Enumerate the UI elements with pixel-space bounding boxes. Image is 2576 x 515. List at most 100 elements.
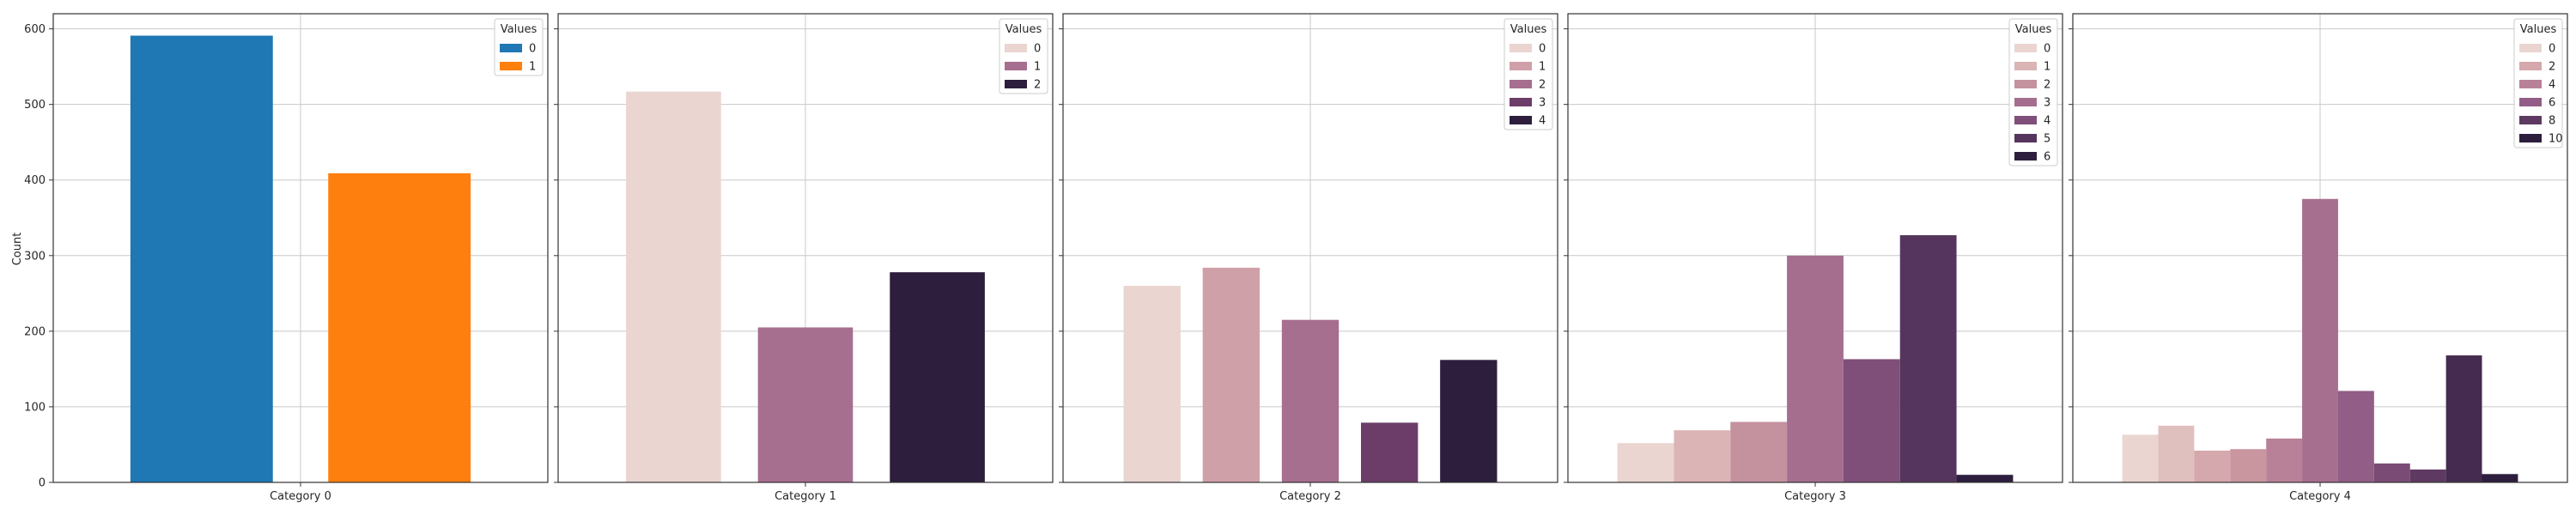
bar: [1787, 255, 1844, 482]
legend-label: 2: [2549, 61, 2555, 74]
bar: [2302, 198, 2338, 483]
legend-label: 4: [2549, 79, 2555, 92]
bar: [130, 35, 273, 483]
bar: [1843, 359, 1900, 482]
legend-label: 8: [2549, 115, 2555, 128]
y-tick-label: 200: [24, 325, 46, 338]
bar: [2194, 451, 2231, 482]
bar: [1202, 267, 1261, 482]
legend-label: 4: [2044, 115, 2050, 128]
panel-2: Category 2 Values 0 1 2 3 4: [1059, 13, 1558, 503]
legend-swatch: [2014, 98, 2037, 106]
bar: [1281, 319, 1340, 482]
legend-label: 3: [1539, 97, 1546, 110]
x-axis-label: Category 1: [775, 490, 836, 503]
bar: [2266, 438, 2303, 482]
y-tick-label: 400: [24, 174, 46, 187]
x-axis-label: Category 0: [270, 490, 331, 503]
panel-4: Category 4 Values 0 2 4 6 8 10: [2069, 13, 2568, 503]
legend-label: 6: [2549, 97, 2555, 110]
bar: [2445, 355, 2482, 482]
y-tick-label: 0: [39, 477, 46, 490]
legend-swatch: [500, 44, 522, 52]
panel-3: Category 3 Values 0 1 2 3 4 5 6: [1564, 13, 2063, 503]
legend-swatch: [1005, 62, 1027, 70]
legend-swatch: [2014, 116, 2037, 124]
legend-label: 10: [2549, 133, 2563, 146]
bar: [2409, 470, 2446, 482]
axes-frame: [2072, 13, 2568, 483]
legend-label: 5: [2044, 133, 2050, 146]
bar: [757, 327, 854, 482]
legend-title: Values: [1005, 23, 1042, 36]
legend-label: 0: [529, 43, 536, 56]
bar: [1674, 430, 1731, 482]
legend-swatch: [1510, 80, 1532, 88]
bar: [1956, 475, 2014, 482]
y-tick-label: 300: [24, 250, 46, 263]
legend-label: 3: [2044, 97, 2050, 110]
y-axis-label: Count: [11, 233, 24, 266]
legend-swatch: [2014, 62, 2037, 70]
legend: Values 0 1: [494, 18, 544, 76]
legend-label: 0: [2044, 43, 2050, 56]
legend-swatch: [2519, 62, 2542, 70]
legend-swatch: [2519, 134, 2542, 142]
bar: [1730, 421, 1788, 482]
bar: [2373, 463, 2410, 482]
legend-swatch: [500, 62, 522, 70]
legend-swatch: [2014, 152, 2037, 161]
y-tick-label: 500: [24, 99, 46, 112]
legend-title: Values: [501, 23, 538, 36]
bar: [2158, 425, 2195, 482]
x-axis-label: Category 2: [1279, 490, 1341, 503]
legend-swatch: [1510, 116, 1532, 124]
legend-swatch: [1005, 80, 1027, 88]
axes-frame: [1567, 13, 2063, 483]
axes-frame: [52, 13, 549, 483]
legend-label: 1: [1034, 61, 1041, 74]
bar: [328, 173, 471, 482]
legend-label: 6: [2044, 151, 2050, 164]
legend-swatch: [2014, 80, 2037, 88]
legend: Values 0 1 2 3 4 5 6: [2008, 18, 2058, 167]
legend-label: 1: [2044, 61, 2050, 74]
axes-frame: [557, 13, 1054, 483]
legend: Values 0 2 4 6 8 10: [2513, 18, 2563, 148]
legend-title: Values: [1510, 23, 1547, 36]
legend-title: Values: [2015, 23, 2052, 36]
legend-label: 0: [2549, 43, 2555, 56]
bar: [1440, 360, 1498, 482]
bar: [2337, 391, 2374, 482]
bar: [2122, 434, 2159, 482]
axes-frame: [1062, 13, 1558, 483]
y-tick-label: 100: [24, 401, 46, 414]
bar: [1617, 443, 1674, 482]
x-axis-label: Category 4: [2289, 490, 2351, 503]
legend-label: 2: [1034, 79, 1041, 92]
legend-swatch: [2519, 44, 2542, 52]
legend-label: 2: [2044, 79, 2050, 92]
legend-box: [2008, 18, 2058, 167]
legend-label: 1: [529, 61, 536, 74]
legend-swatch: [1510, 62, 1532, 70]
legend-label: 4: [1539, 115, 1546, 128]
legend-swatch: [2014, 134, 2037, 142]
bar: [1899, 235, 1957, 482]
y-tick-label: 600: [24, 23, 46, 36]
bar: [1360, 422, 1419, 482]
bar: [890, 272, 985, 482]
bar: [2482, 474, 2518, 482]
legend-swatch: [2519, 80, 2542, 88]
legend-swatch: [2519, 98, 2542, 106]
legend-swatch: [1510, 44, 1532, 52]
x-axis-label: Category 3: [1784, 490, 1846, 503]
bar: [626, 91, 721, 482]
panel-0: 0 100 200 300 400 500 600 Category 0 Values 0 1: [24, 13, 549, 503]
legend-label: 0: [1034, 43, 1041, 56]
legend-label: 0: [1539, 43, 1546, 56]
bar: [1123, 286, 1181, 482]
legend-title: Values: [2520, 23, 2557, 36]
